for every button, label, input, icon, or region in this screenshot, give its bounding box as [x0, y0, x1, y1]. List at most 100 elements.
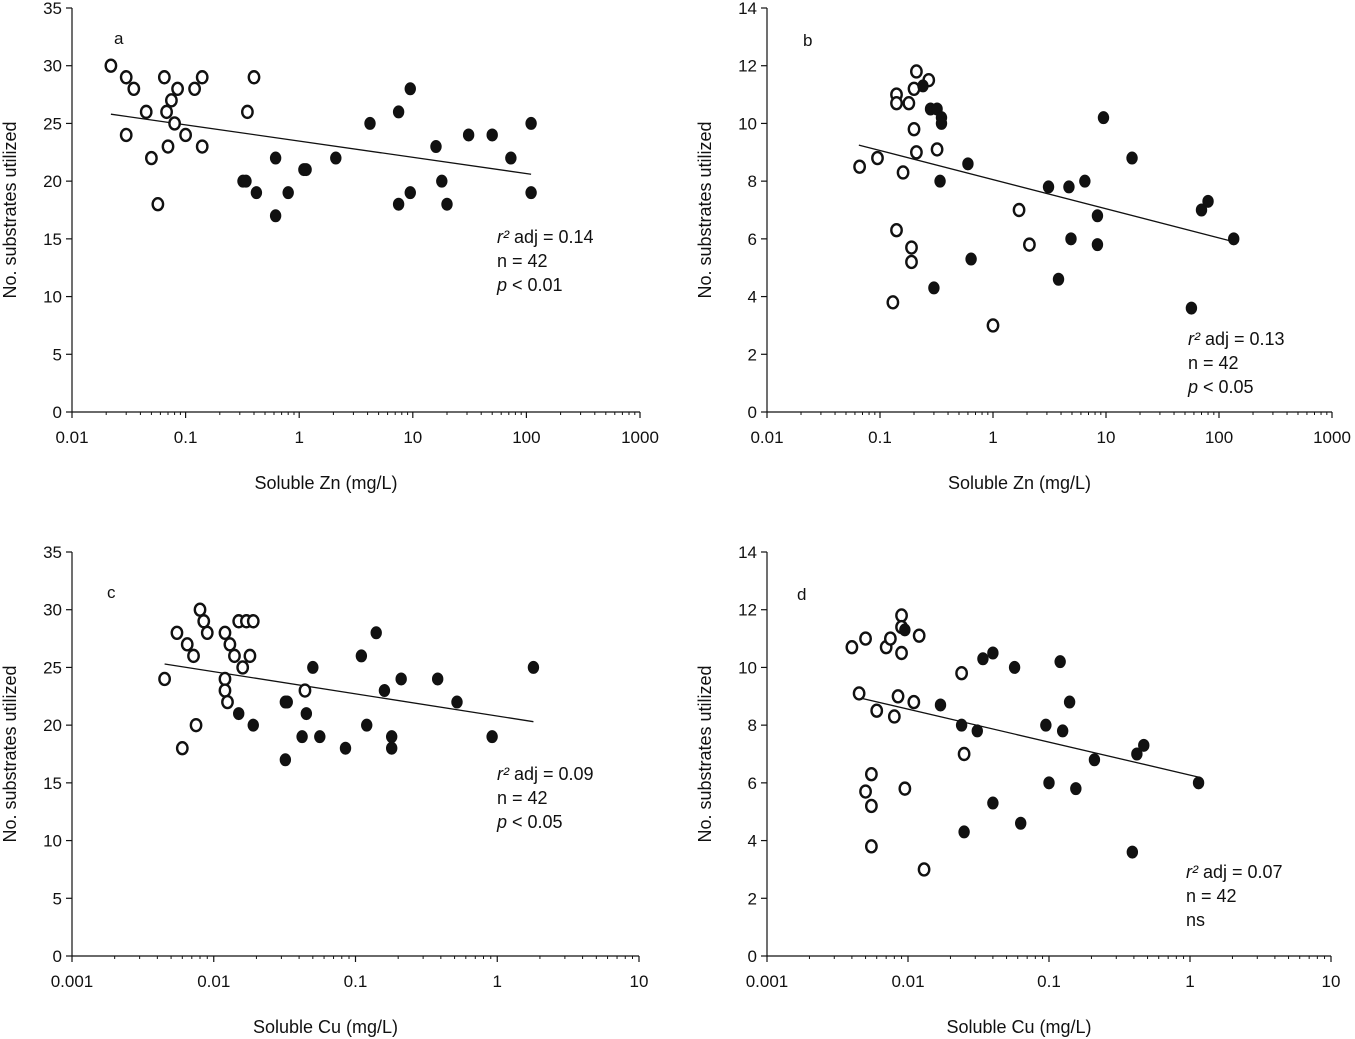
data-point-filled: [269, 151, 282, 165]
data-point-filled: [934, 174, 946, 188]
data-point-filled: [955, 718, 968, 732]
data-point-open: [905, 254, 918, 270]
data-point-open: [218, 683, 232, 698]
data-point-open: [158, 671, 171, 687]
panel-label: b: [803, 31, 812, 50]
data-point-open: [189, 717, 203, 733]
x-tick-label: 0.1: [1037, 972, 1061, 991]
data-point-filled: [314, 730, 326, 744]
data-point-open: [218, 671, 232, 687]
data-point-open: [236, 660, 250, 675]
data-point-filled: [977, 652, 989, 666]
y-tick-label: 8: [748, 172, 757, 191]
data-point-filled: [486, 128, 498, 142]
data-point-open: [852, 686, 866, 701]
data-point-open: [864, 839, 878, 854]
data-point-filled: [987, 646, 999, 660]
x-tick-label: 10: [630, 972, 649, 991]
y-tick-label: 15: [43, 230, 62, 249]
data-point-open: [917, 862, 931, 877]
data-point-filled: [392, 105, 405, 119]
data-point-open: [890, 222, 903, 238]
data-point-open: [180, 637, 194, 652]
data-point-filled: [370, 626, 382, 640]
y-axis-label: No. substrates utilized: [695, 665, 715, 842]
data-point-open: [145, 150, 158, 166]
data-point-open: [218, 625, 232, 640]
y-tick-label: 2: [748, 345, 757, 364]
data-point-open: [1012, 202, 1026, 218]
data-point-open: [247, 70, 261, 85]
data-point-filled: [300, 163, 312, 177]
data-point-open: [859, 631, 872, 646]
data-point-filled: [486, 730, 498, 744]
data-point-open: [228, 648, 241, 664]
data-point-filled: [385, 730, 398, 744]
data-point-filled: [1185, 301, 1198, 315]
y-tick-label: 0: [748, 403, 757, 422]
data-point-filled: [1126, 151, 1138, 165]
y-tick-label: 25: [43, 658, 62, 677]
x-tick-label: 0.01: [891, 972, 924, 991]
data-point-filled: [505, 151, 517, 165]
data-point-filled: [250, 186, 263, 200]
data-point-filled: [392, 197, 405, 211]
data-point-filled: [436, 174, 448, 188]
x-tick-label: 10: [1097, 428, 1116, 447]
stat-p-label: p < 0.05: [496, 812, 563, 832]
data-point-filled: [1138, 738, 1150, 752]
data-point-filled: [962, 157, 974, 171]
x-axis-label: Soluble Zn (mg/L): [948, 473, 1091, 493]
x-tick-label: 0.1: [344, 972, 368, 991]
scatter-panel-b: 0 2 4 6 8 10 12 14 0.01 0.1 1 10 100 1000 Soluble Zn (…: [695, 0, 1351, 493]
stat-p-label: p < 0.01: [496, 275, 563, 295]
data-point-open: [171, 81, 184, 97]
data-point-filled: [281, 695, 293, 709]
data-point-filled: [300, 707, 313, 721]
data-point-open: [891, 689, 905, 704]
y-tick-label: 14: [738, 0, 757, 18]
x-tick-label: 1: [1185, 972, 1194, 991]
data-point-filled: [899, 623, 911, 637]
data-point-filled: [935, 116, 948, 130]
data-point-open: [859, 784, 872, 799]
data-point-open: [168, 116, 181, 131]
stat-r2-label: r² adj = 0.14: [497, 227, 594, 247]
data-point-filled: [1079, 174, 1091, 188]
y-tick-label: 30: [43, 57, 62, 76]
x-tick-label: 0.01: [55, 428, 88, 447]
data-point-filled: [307, 660, 319, 674]
data-point-open: [896, 165, 910, 180]
y-axis-label: No. substrates utilized: [0, 121, 20, 298]
data-point-filled: [385, 741, 398, 755]
data-point-filled: [525, 116, 537, 130]
data-point-filled: [1070, 782, 1082, 796]
x-tick-label: 0.01: [197, 972, 230, 991]
data-point-filled: [378, 684, 391, 698]
data-point-open: [165, 93, 178, 108]
data-point-filled: [462, 128, 475, 142]
y-axis-label: No. substrates utilized: [695, 121, 715, 298]
x-axis-label: Soluble Cu (mg/L): [253, 1017, 398, 1037]
stat-ns-label: ns: [1186, 910, 1205, 930]
y-tick-label: 35: [43, 0, 62, 18]
y-tick-label: 5: [53, 889, 62, 908]
data-point-open: [853, 159, 867, 174]
y-tick-label: 10: [43, 832, 62, 851]
data-point-open: [883, 631, 897, 646]
x-tick-label: 1: [988, 428, 997, 447]
y-tick-label: 0: [53, 947, 62, 966]
scatter-panel-a: 0 5 10 15 20 25 30 35 0.01 0.1 1 10 100 1000 Soluble Z…: [0, 0, 659, 493]
data-point-filled: [917, 79, 929, 93]
data-point-open: [895, 608, 908, 623]
scatter-panel-c: 0 5 10 15 20 25 30 35 0.001 0.01 0.1 1 10 Soluble Cu …: [0, 543, 648, 1037]
data-point-filled: [525, 186, 537, 200]
data-point-filled: [339, 741, 352, 755]
y-tick-label: 12: [738, 57, 757, 76]
data-point-filled: [355, 649, 368, 663]
data-point-open: [845, 640, 859, 655]
x-tick-label: 1000: [1313, 428, 1351, 447]
data-point-open: [139, 104, 153, 120]
data-point-open: [957, 746, 971, 762]
data-point-open: [871, 150, 884, 166]
